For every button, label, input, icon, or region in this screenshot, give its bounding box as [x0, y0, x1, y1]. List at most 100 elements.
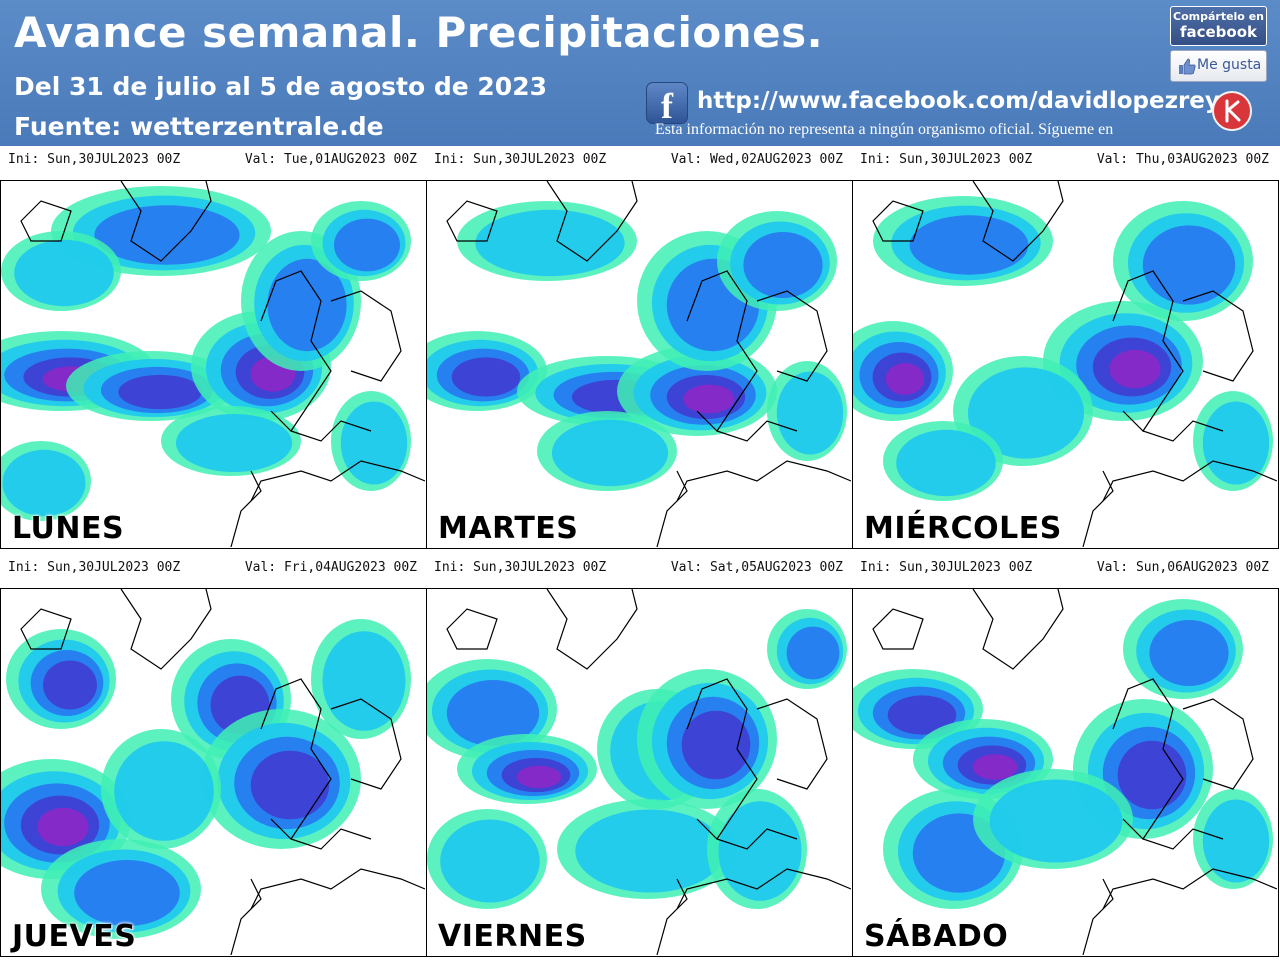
- precipitation-area: [118, 374, 202, 410]
- coastline: [260, 678, 332, 840]
- coastline: [1082, 878, 1114, 955]
- coastline: [972, 589, 1064, 670]
- coastline: [872, 200, 924, 242]
- coastline: [972, 181, 1064, 262]
- coastline: [290, 420, 372, 442]
- precipitation-area: [989, 779, 1123, 863]
- coastline: [290, 828, 372, 850]
- like-button[interactable]: Me gusta: [1170, 50, 1267, 82]
- day-label: MIÉRCOLES: [864, 511, 1062, 546]
- facebook-url-link[interactable]: http://www.facebook.com/davidlopezrey: [697, 88, 1220, 114]
- thumbs-up-icon: [1179, 58, 1196, 75]
- precipitation-area: [681, 710, 751, 780]
- precipitation-area: [250, 750, 330, 820]
- coastline: [656, 878, 688, 955]
- valid-time: Val: Tue,01AUG2023 00Z: [244, 152, 417, 167]
- valid-time: Val: Sat,05AUG2023 00Z: [670, 560, 843, 575]
- coastline: [1112, 678, 1184, 840]
- precipitation-area: [1117, 740, 1187, 810]
- share-facebook-button[interactable]: Compártelo en facebook: [1170, 6, 1267, 46]
- coastline: [686, 270, 758, 432]
- precipitation-map: [0, 588, 427, 957]
- precipitation-area: [1149, 620, 1229, 686]
- precipitation-area: [267, 258, 347, 352]
- precipitation-area: [718, 801, 802, 901]
- day-label: VIERNES: [438, 919, 587, 954]
- coastline: [446, 608, 498, 650]
- coastline: [676, 868, 851, 910]
- precipitation-map: [426, 180, 853, 549]
- precipitation-area: [334, 218, 400, 272]
- forecast-panel: Ini: Sun,30JUL2023 00Z Val: Tue,01AUG202…: [0, 146, 427, 556]
- precipitation-area: [885, 363, 925, 395]
- disclaimer-text: Esta información no representa a ningún …: [655, 121, 1114, 138]
- coastline: [230, 470, 262, 547]
- date-range: Del 31 de julio al 5 de agosto de 2023: [14, 72, 547, 101]
- coastline: [716, 420, 798, 442]
- share-brand: facebook: [1179, 23, 1258, 41]
- page-title: Avance semanal. Precipitaciones.: [14, 8, 824, 57]
- coastline: [1142, 828, 1224, 850]
- coastline: [230, 878, 262, 955]
- coastline: [716, 828, 798, 850]
- coastline: [546, 181, 638, 262]
- day-label: MARTES: [438, 511, 579, 546]
- precipitation-area: [37, 807, 89, 847]
- precipitation-area: [322, 631, 406, 731]
- precipitation-area: [776, 371, 844, 455]
- coastline: [330, 698, 402, 790]
- precipitation-area: [2, 449, 86, 517]
- coastline: [872, 608, 924, 650]
- coastline: [1182, 290, 1254, 382]
- precipitation-area: [175, 413, 293, 473]
- forecast-panel: Ini: Sun,30JUL2023 00Z Val: Fri,04AUG202…: [0, 554, 427, 964]
- precipitation-area: [1202, 401, 1270, 485]
- precipitation-area: [340, 401, 408, 485]
- precipitation-area: [786, 626, 840, 680]
- coastline: [20, 200, 72, 242]
- coastline: [120, 589, 212, 670]
- precipitation-area: [14, 239, 114, 307]
- init-time: Ini: Sun,30JUL2023 00Z: [434, 560, 607, 575]
- precipitation-map: [852, 180, 1279, 549]
- precipitation-area: [972, 754, 1018, 780]
- valid-time: Val: Fri,04AUG2023 00Z: [244, 560, 417, 575]
- coastline: [1102, 868, 1277, 910]
- coastline: [446, 200, 498, 242]
- like-label: Me gusta: [1197, 57, 1262, 73]
- coastline: [656, 470, 688, 547]
- precipitation-map: [852, 588, 1279, 957]
- coastline: [250, 868, 425, 910]
- precipitation-area: [516, 765, 562, 789]
- valid-time: Val: Sun,06AUG2023 00Z: [1096, 560, 1269, 575]
- coastline: [260, 270, 332, 432]
- precipitation-area: [1202, 799, 1270, 883]
- precipitation-area: [43, 660, 97, 710]
- coastline: [330, 290, 402, 382]
- init-time: Ini: Sun,30JUL2023 00Z: [8, 560, 181, 575]
- source-credit: Fuente: wetterzentrale.de: [14, 112, 384, 141]
- coastline: [20, 608, 72, 650]
- facebook-icon[interactable]: f: [646, 82, 688, 124]
- precipitation-area: [446, 680, 540, 746]
- valid-time: Val: Wed,02AUG2023 00Z: [670, 152, 843, 167]
- precipitation-area: [94, 205, 240, 265]
- coastline: [1142, 420, 1224, 442]
- init-time: Ini: Sun,30JUL2023 00Z: [8, 152, 181, 167]
- precipitation-area: [967, 367, 1085, 459]
- day-label: LUNES: [12, 511, 125, 546]
- precipitation-area: [440, 819, 540, 903]
- coastline: [1112, 270, 1184, 432]
- coastline: [756, 290, 828, 382]
- forecast-panel: Ini: Sun,30JUL2023 00Z Val: Sat,05AUG202…: [426, 554, 853, 964]
- coastline: [756, 698, 828, 790]
- precipitation-area: [683, 384, 735, 414]
- coastline: [250, 460, 425, 502]
- day-label: SÁBADO: [864, 919, 1009, 954]
- precipitation-area: [887, 695, 957, 735]
- precipitation-map: [426, 588, 853, 957]
- coastline: [686, 678, 758, 840]
- precipitation-area: [743, 232, 823, 298]
- share-label: Compártelo en: [1173, 10, 1264, 23]
- header-banner: Avance semanal. Precipitaciones. Del 31 …: [0, 0, 1280, 146]
